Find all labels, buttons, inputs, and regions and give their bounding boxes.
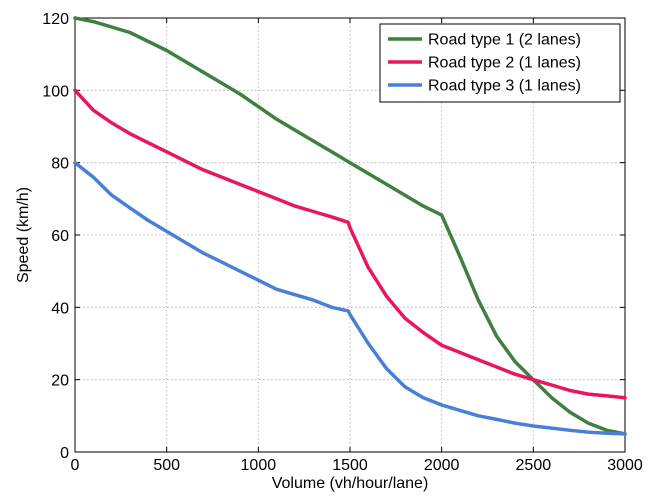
y-axis-label: Speed (km/h) [15,187,32,283]
y-tick-label: 0 [60,445,69,462]
y-tick-label: 20 [51,373,69,390]
y-tick-label: 100 [42,83,69,100]
x-tick-label: 500 [153,457,180,474]
x-tick-label: 3000 [607,457,643,474]
legend-label-2: Road type 2 (1 lanes) [428,55,581,72]
x-tick-label: 1500 [332,457,368,474]
legend-label-1: Road type 1 (2 lanes) [428,32,581,49]
x-axis-label: Volume (vh/hour/lane) [272,475,429,492]
axis-ticks: 0 500 1000 1500 2000 2500 3000 0 20 40 60 80 100 120 [42,11,643,474]
x-tick-label: 2000 [424,457,460,474]
series-line-2 [73,88,627,400]
legend-items: Road type 1 (2 lanes) Road type 2 (1 lane… [388,32,581,95]
x-tick-label: 0 [71,457,80,474]
y-tick-label: 80 [51,156,69,173]
series-lines [73,16,627,436]
series-line-3 [73,160,627,436]
legend-label-3: Road type 3 (1 lanes) [428,78,581,95]
y-tick-label: 40 [51,300,69,317]
y-tick-label: 60 [51,228,69,245]
y-tick-label: 120 [42,11,69,28]
legend: Road type 1 (2 lanes) Road type 2 (1 lane… [379,23,621,103]
x-tick-label: 2500 [516,457,552,474]
x-tick-label: 1000 [241,457,277,474]
